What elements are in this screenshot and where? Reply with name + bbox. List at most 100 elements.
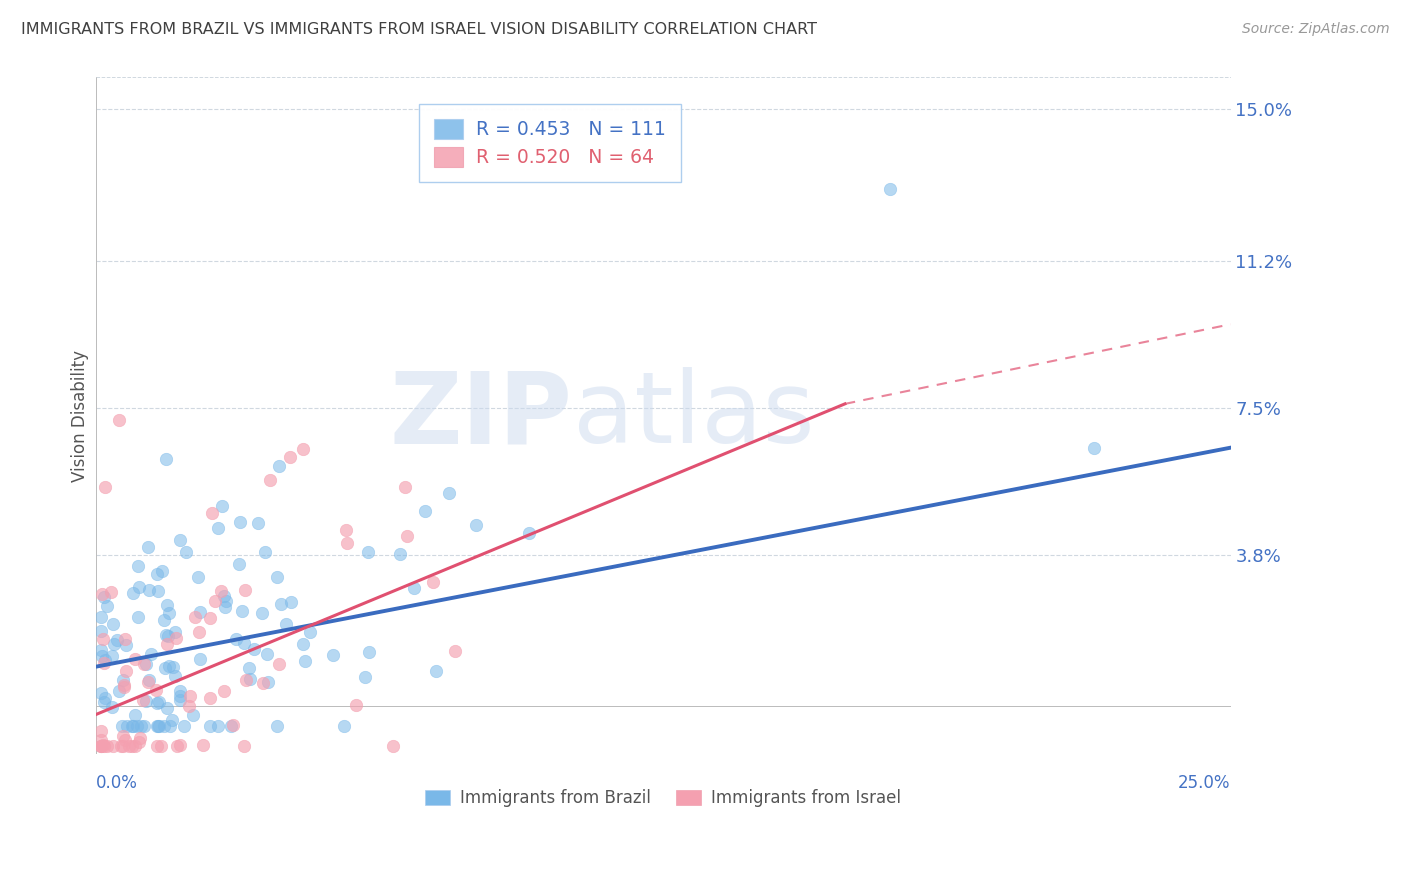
Point	[233, 636, 256, 650]
Point	[136, 540, 159, 554]
Point	[124, 652, 146, 666]
Point	[233, 583, 256, 598]
Point	[294, 654, 316, 668]
Point	[191, 738, 214, 752]
Point	[173, 719, 195, 733]
Text: 25.0%: 25.0%	[1178, 774, 1230, 792]
Point	[169, 533, 191, 547]
Point	[221, 719, 243, 733]
Point	[145, 566, 167, 581]
Y-axis label: Vision Disability: Vision Disability	[72, 350, 89, 482]
Point	[444, 644, 467, 658]
Point	[335, 536, 357, 550]
Point	[96, 739, 118, 754]
Point	[132, 657, 155, 672]
Point	[115, 719, 138, 733]
Point	[112, 673, 135, 688]
Point	[155, 628, 177, 642]
Point	[299, 624, 322, 639]
Point	[179, 689, 201, 703]
Point	[117, 739, 139, 754]
Point	[156, 637, 179, 651]
Point	[91, 648, 114, 663]
Point	[93, 590, 115, 604]
Point	[148, 719, 170, 733]
Point	[394, 481, 416, 495]
Point	[212, 589, 235, 603]
Text: IMMIGRANTS FROM BRAZIL VS IMMIGRANTS FROM ISRAEL VISION DISABILITY CORRELATION C: IMMIGRANTS FROM BRAZIL VS IMMIGRANTS FRO…	[21, 22, 817, 37]
Point	[90, 733, 112, 747]
Point	[270, 597, 292, 611]
Point	[129, 731, 152, 746]
Point	[159, 719, 181, 733]
Point	[1083, 441, 1105, 455]
Text: atlas: atlas	[572, 368, 814, 465]
Point	[165, 669, 187, 683]
Point	[232, 739, 254, 754]
Point	[159, 658, 181, 673]
Point	[291, 636, 314, 650]
Point	[128, 734, 150, 748]
Point	[357, 645, 380, 659]
Point	[344, 698, 367, 712]
Point	[225, 632, 247, 647]
Point	[425, 665, 447, 679]
Point	[107, 683, 129, 698]
Point	[121, 719, 143, 733]
Point	[127, 559, 149, 574]
Point	[152, 613, 174, 627]
Point	[333, 719, 356, 733]
Point	[207, 521, 229, 535]
Point	[135, 694, 157, 708]
Point	[229, 515, 252, 529]
Point	[242, 642, 264, 657]
Point	[204, 594, 226, 608]
Point	[125, 719, 148, 733]
Point	[148, 695, 170, 709]
Point	[176, 545, 198, 559]
Point	[90, 739, 112, 754]
Point	[146, 739, 169, 754]
Point	[396, 529, 419, 543]
Point	[156, 598, 179, 612]
Point	[121, 739, 143, 754]
Point	[187, 625, 209, 640]
Point	[145, 682, 167, 697]
Point	[132, 693, 155, 707]
Point	[150, 564, 173, 578]
Point	[422, 574, 444, 589]
Point	[148, 719, 170, 733]
Legend: Immigrants from Brazil, Immigrants from Israel: Immigrants from Brazil, Immigrants from …	[419, 782, 908, 814]
Point	[101, 700, 124, 714]
Point	[91, 632, 114, 646]
Point	[266, 719, 288, 733]
Point	[214, 600, 236, 615]
Point	[129, 719, 152, 733]
Point	[90, 624, 112, 639]
Point	[160, 713, 183, 727]
Point	[101, 616, 124, 631]
Point	[188, 652, 211, 666]
Point	[276, 616, 298, 631]
Point	[146, 696, 169, 710]
Point	[382, 739, 405, 754]
Point	[91, 587, 114, 601]
Point	[156, 701, 179, 715]
Point	[228, 557, 250, 571]
Text: ZIP: ZIP	[389, 368, 572, 465]
Point	[90, 610, 112, 624]
Point	[188, 605, 211, 619]
Point	[138, 583, 160, 598]
Point	[231, 604, 253, 618]
Point	[105, 633, 128, 648]
Point	[94, 481, 117, 495]
Point	[112, 739, 135, 754]
Point	[280, 450, 302, 465]
Point	[209, 584, 232, 599]
Point	[212, 683, 235, 698]
Point	[108, 413, 131, 427]
Point	[93, 691, 115, 706]
Point	[156, 629, 179, 643]
Point	[267, 657, 290, 672]
Point	[153, 661, 176, 675]
